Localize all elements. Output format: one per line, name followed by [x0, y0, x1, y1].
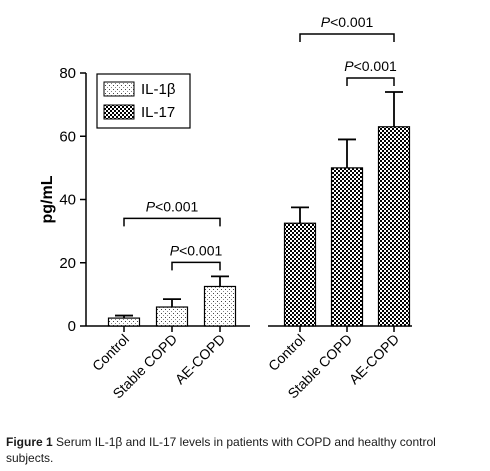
y-tick-label: 20 [59, 255, 76, 272]
x-tick-label: Control [265, 331, 308, 374]
significance-label: P<0.001 [344, 58, 397, 74]
legend-swatch [103, 81, 135, 97]
y-tick-label: 0 [68, 318, 76, 335]
significance-label: P<0.001 [321, 14, 374, 30]
caption-label: Figure 1 [6, 435, 53, 449]
bar [330, 167, 364, 327]
significance-bracket [346, 77, 395, 86]
caption-text: Serum IL-1β and IL-17 levels in patients… [6, 435, 436, 465]
bar [377, 126, 411, 327]
bar [155, 306, 189, 327]
significance-label: P<0.001 [146, 198, 199, 214]
legend-swatch [103, 104, 135, 120]
y-tick-label: 60 [59, 128, 76, 145]
legend-label: IL-1β [141, 81, 176, 98]
x-tick-label: Control [89, 331, 132, 374]
y-tick-label: 40 [59, 192, 76, 209]
significance-bracket [299, 33, 395, 42]
significance-bracket [171, 261, 221, 271]
figure-caption: Figure 1 Serum IL-1β and IL-17 levels in… [6, 434, 486, 466]
y-tick-label: 80 [59, 65, 76, 82]
significance-label: P<0.001 [170, 242, 223, 258]
y-axis-label: pg/mL [39, 175, 56, 223]
bar [203, 285, 237, 327]
bar [107, 317, 141, 327]
x-tick-label: AE-COPD [172, 331, 228, 387]
bar [283, 222, 317, 327]
x-tick-label: AE-COPD [346, 331, 402, 387]
legend-label: IL-17 [141, 104, 175, 121]
significance-bracket [123, 217, 221, 227]
